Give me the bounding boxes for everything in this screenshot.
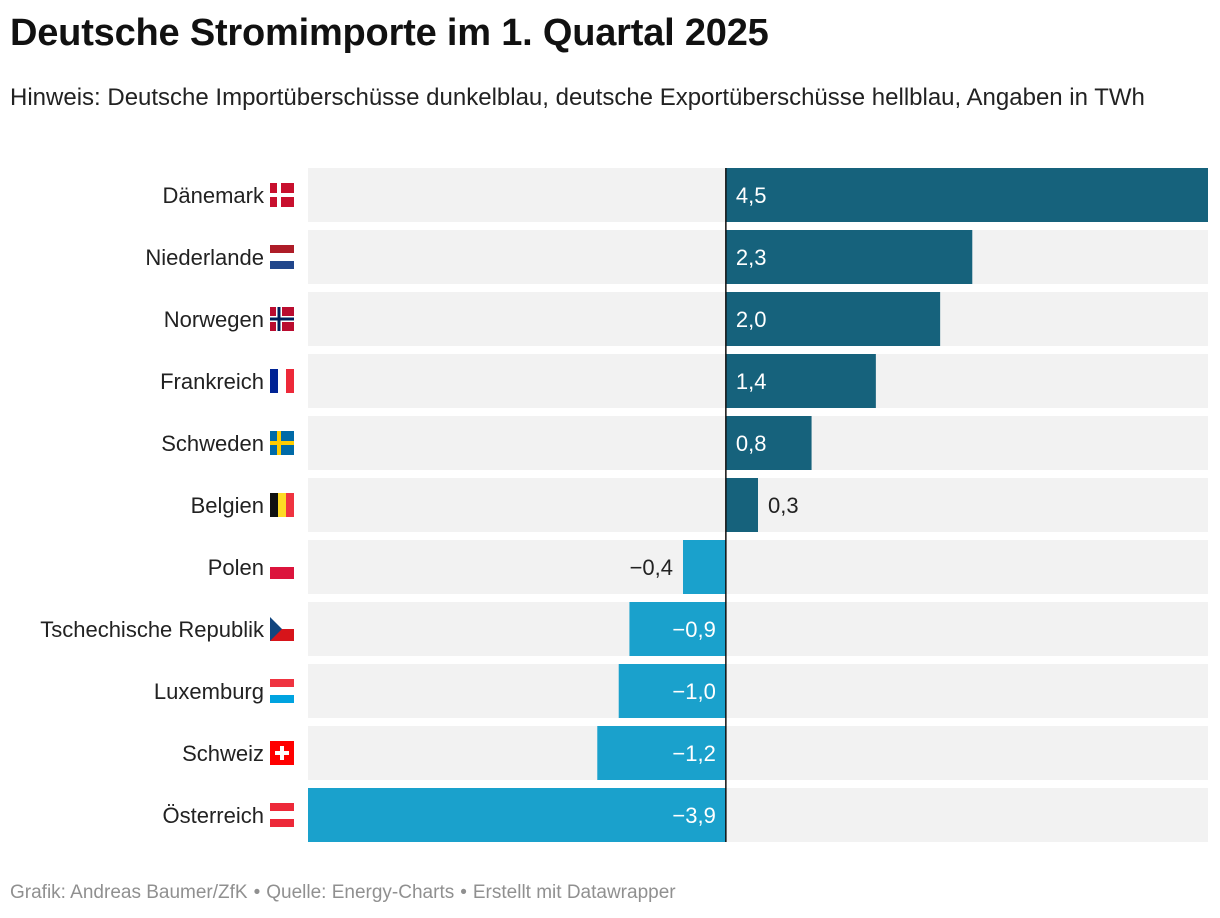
luxembourg-flag <box>270 679 294 687</box>
netherlands-flag <box>270 253 294 261</box>
chart-title: Deutsche Stromimporte im 1. Quartal 2025 <box>10 12 769 54</box>
luxembourg-flag <box>270 695 294 703</box>
bar-track <box>308 726 1208 780</box>
bar-track <box>308 664 1208 718</box>
value-label: 4,5 <box>736 183 767 208</box>
category-label: Norwegen <box>164 307 264 332</box>
bar-import <box>725 478 758 532</box>
value-label: 2,0 <box>736 307 767 332</box>
bar-chart: Dänemark 4,5 Niederlande 2,3 Norwegen 2,0 Fran… <box>40 168 1208 842</box>
norway-flag <box>270 317 294 321</box>
footer-separator: • <box>460 882 467 903</box>
belgium-flag <box>278 493 286 517</box>
bar-import <box>725 168 1208 222</box>
value-label: 1,4 <box>736 369 767 394</box>
value-label: −3,9 <box>672 803 715 828</box>
belgium-flag <box>286 493 294 517</box>
sweden-flag <box>270 441 294 445</box>
category-label: Schweden <box>161 431 264 456</box>
category-label: Österreich <box>163 803 264 828</box>
value-label: −1,2 <box>672 741 715 766</box>
footer-tool: Erstellt mit Datawrapper <box>472 882 676 903</box>
category-label: Frankreich <box>160 369 264 394</box>
bar-import <box>725 416 812 470</box>
luxembourg-flag <box>270 687 294 695</box>
value-label: 0,8 <box>736 431 767 456</box>
bar-export <box>618 664 726 718</box>
bar-export <box>597 726 726 780</box>
bar-track <box>308 540 1208 594</box>
austria-flag <box>270 803 294 811</box>
france-flag <box>270 369 278 393</box>
france-flag <box>278 369 286 393</box>
czech-flag <box>270 617 282 641</box>
chart-subtitle: Hinweis: Deutsche Importüberschüsse dunk… <box>10 84 1145 111</box>
category-label: Tschechische Republik <box>40 617 265 642</box>
bar-import <box>725 230 973 284</box>
france-flag <box>286 369 294 393</box>
austria-flag <box>270 811 294 819</box>
poland-flag <box>270 567 294 579</box>
bar-track <box>308 602 1208 656</box>
bar-import <box>725 354 876 408</box>
poland-flag <box>270 555 294 567</box>
category-label: Schweiz <box>182 741 264 766</box>
category-label: Polen <box>208 555 264 580</box>
bar-import <box>725 292 941 346</box>
bar-export <box>629 602 726 656</box>
bar-export <box>683 540 726 594</box>
switzerland-flag <box>275 751 289 755</box>
bar-export <box>308 788 726 842</box>
category-label: Niederlande <box>145 245 264 270</box>
value-label: −0,4 <box>630 555 673 580</box>
value-label: −0,9 <box>672 617 715 642</box>
austria-flag <box>270 819 294 827</box>
chart-footer: Grafik: Andreas Baumer/ZfK • Quelle: Energ… <box>10 882 676 904</box>
denmark-flag <box>270 193 294 197</box>
value-label: 2,3 <box>736 245 767 270</box>
netherlands-flag <box>270 245 294 253</box>
category-label: Luxemburg <box>154 679 264 704</box>
value-label: 0,3 <box>768 493 799 518</box>
belgium-flag <box>270 493 278 517</box>
category-label: Dänemark <box>163 183 265 208</box>
netherlands-flag <box>270 261 294 269</box>
value-label: −1,0 <box>672 679 715 704</box>
footer-separator: • <box>253 882 261 903</box>
footer-credit: Grafik: Andreas Baumer/ZfK <box>10 882 248 903</box>
footer-source: Quelle: Energy-Charts <box>266 882 455 903</box>
category-label: Belgien <box>191 493 264 518</box>
